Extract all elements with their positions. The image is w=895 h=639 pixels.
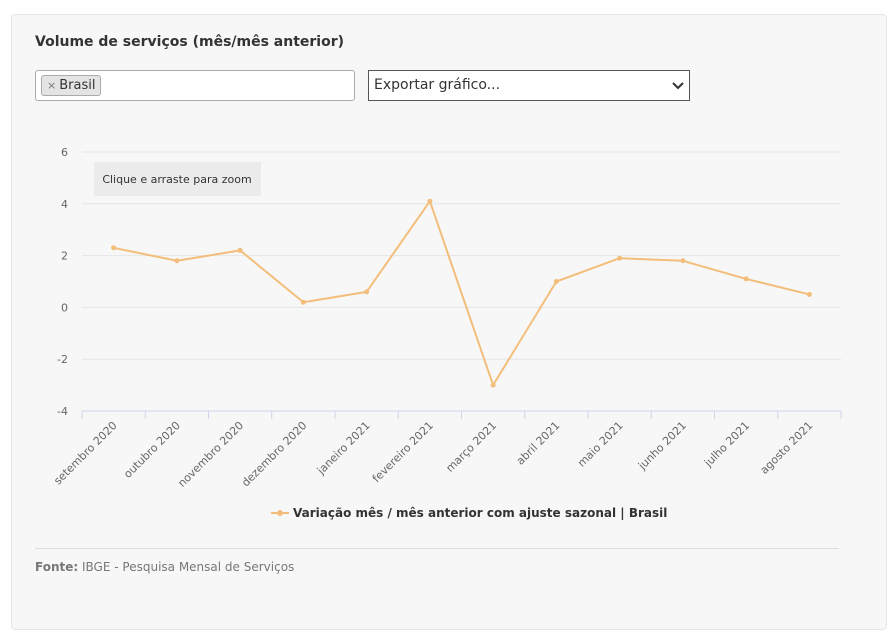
x-tick-label: abril 2021	[514, 419, 563, 468]
data-point	[300, 299, 306, 305]
data-point	[617, 255, 623, 261]
data-point	[553, 279, 559, 284]
x-tick-label: novembro 2020	[175, 419, 246, 490]
x-tick-label: agosto 2021	[758, 419, 816, 477]
source-label: Fonte:	[35, 560, 79, 574]
remove-tag-icon[interactable]: ×	[47, 79, 57, 92]
source-note: Fonte: IBGE - Pesquisa Mensal de Serviço…	[35, 560, 294, 574]
chart-title: Volume de serviços (mês/mês anterior)	[35, 34, 345, 50]
x-tick-label: outubro 2020	[121, 419, 183, 481]
export-select-value: Exportar gráfico...	[374, 77, 501, 93]
data-point	[237, 247, 243, 253]
chevron-down-icon	[672, 71, 684, 111]
x-tick-label: maio 2021	[575, 419, 626, 470]
x-tick-label: setembro 2020	[51, 419, 119, 487]
data-point	[680, 258, 686, 264]
data-point	[490, 382, 496, 388]
legend-series-label: Variação mês / mês anterior com ajuste s…	[293, 506, 667, 520]
y-tick-label: 0	[61, 301, 68, 314]
y-tick-label: -2	[57, 353, 68, 366]
y-tick-label: 4	[61, 198, 68, 211]
x-tick-label: janeiro 2021	[314, 419, 373, 478]
y-tick-label: -4	[57, 405, 68, 418]
data-point	[111, 245, 117, 251]
data-point	[174, 258, 180, 264]
source-text: IBGE - Pesquisa Mensal de Serviços	[82, 560, 295, 574]
series-line-path	[113, 200, 810, 387]
export-chart-select[interactable]: Exportar gráfico...	[368, 70, 690, 101]
legend[interactable]: Variação mês / mês anterior com ajuste s…	[271, 506, 667, 520]
chart-card	[11, 14, 887, 630]
region-tag: × Brasil	[41, 75, 102, 96]
data-point	[427, 198, 433, 204]
data-point	[806, 291, 812, 297]
legend-marker-icon	[277, 510, 283, 516]
zoom-hint-text: Clique e arraste para zoom	[102, 173, 251, 186]
data-point	[743, 276, 749, 282]
x-axis	[81, 410, 842, 419]
y-axis-tick-labels: 6 4 2 0 -2 -4	[57, 146, 68, 418]
x-tick-label: março 2021	[443, 419, 499, 475]
x-tick-label: junho 2021	[635, 419, 689, 473]
y-tick-label: 6	[61, 146, 68, 159]
region-filter-input[interactable]: × Brasil	[35, 70, 355, 101]
x-tick-label: dezembro 2020	[239, 419, 309, 489]
x-tick-label: julho 2021	[701, 419, 752, 470]
footer-divider	[35, 548, 839, 549]
series-line	[111, 198, 812, 388]
region-tag-label: Brasil	[59, 78, 96, 93]
x-tick-label: fevereiro 2021	[370, 419, 436, 485]
zoom-hint: Clique e arraste para zoom	[94, 162, 261, 196]
data-point	[364, 289, 370, 295]
y-tick-label: 2	[61, 250, 68, 263]
